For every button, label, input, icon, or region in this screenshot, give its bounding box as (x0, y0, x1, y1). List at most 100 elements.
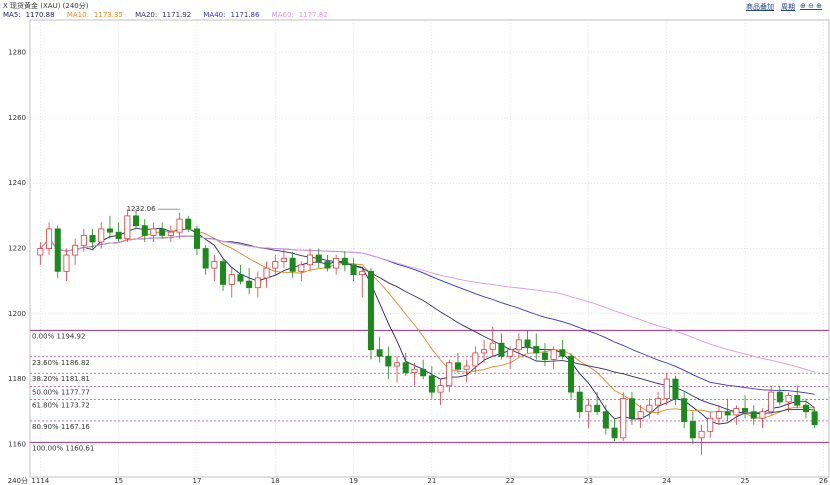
candle (367, 268, 374, 360)
candle-body (568, 355, 575, 393)
x-tick-label: 26 (819, 477, 828, 485)
ma-legend: MA5: 1170.88 MA10: 1173.35 MA20: 1171.92 MA… (3, 11, 338, 19)
close-marker[interactable]: X (3, 2, 8, 10)
candle-body (689, 421, 696, 439)
candle-body (611, 427, 618, 439)
fib-label: 23.60% 1186.82 (32, 359, 90, 367)
candle-body (220, 261, 227, 285)
candle (498, 333, 505, 360)
candle (533, 333, 540, 360)
candle (541, 343, 548, 367)
candles (37, 209, 818, 455)
candle-body (794, 394, 801, 406)
candle-body (498, 342, 505, 357)
overlay-button[interactable]: 商品叠加 (746, 3, 774, 11)
candle-body (411, 368, 418, 373)
x-tick-label: 24 (662, 477, 671, 485)
candle (420, 359, 427, 380)
candle (333, 255, 340, 275)
candle-body (394, 362, 401, 367)
candle (802, 398, 809, 419)
period-button[interactable]: 周期 (781, 3, 795, 11)
candle (202, 245, 209, 275)
fib-label: 0.00% 1194.92 (32, 332, 85, 340)
candle (193, 225, 200, 256)
candle (489, 326, 496, 357)
candle-body (333, 257, 340, 269)
candle (150, 222, 157, 242)
candle (733, 405, 740, 425)
x-tick-label: 17 (192, 477, 201, 485)
candle-body (437, 385, 444, 393)
candle (463, 359, 470, 383)
candle-body (750, 411, 757, 419)
x-tick-label: 25 (741, 477, 750, 485)
candle-body (576, 391, 583, 413)
x-tick-label: 15 (114, 477, 123, 485)
x-tick-label: 23 (584, 477, 593, 485)
moving-average-lines (40, 227, 815, 425)
candle (324, 255, 331, 272)
candle-body (106, 228, 113, 233)
candle-body (228, 274, 235, 285)
candle-body (463, 365, 470, 370)
candle-body (167, 231, 174, 236)
candle-body (72, 244, 79, 256)
candle-body (37, 248, 44, 256)
candle (80, 228, 87, 252)
candle (376, 336, 383, 363)
candle (54, 225, 61, 278)
axes: 1160 1180 1200 1220 1240 1260 1280 240分 1114 15 17… (8, 49, 829, 485)
annotation-label: 1232.06 (127, 205, 156, 213)
candle (663, 372, 670, 406)
candle (98, 222, 105, 249)
x-tick-label: 18 (271, 477, 280, 485)
candle (350, 258, 357, 282)
y-tick-label: 1200 (8, 310, 26, 318)
candle (289, 251, 296, 278)
candle (655, 392, 662, 415)
candle (437, 379, 444, 406)
candle-body (315, 254, 322, 262)
candle-body (672, 378, 679, 400)
candle (298, 261, 305, 282)
x-tick-label: 22 (506, 477, 515, 485)
ma60-label: MA60: 1177.82 (271, 11, 328, 19)
candle-body (524, 339, 531, 347)
y-tick-label: 1280 (8, 49, 26, 57)
candle (394, 356, 401, 383)
candle (46, 222, 53, 256)
candle-body (202, 248, 209, 269)
candle-body (472, 352, 479, 367)
x-tick-label: 21 (427, 477, 436, 485)
annotations: 1232.061156.80 (127, 205, 180, 213)
candle (515, 333, 522, 357)
candle-body (446, 362, 453, 387)
candle (742, 395, 749, 419)
candle (550, 346, 557, 370)
candle (585, 398, 592, 429)
candle-body (385, 355, 392, 367)
candle (776, 385, 783, 406)
ma10-line (40, 228, 815, 420)
candle (524, 330, 531, 353)
candle (385, 346, 392, 380)
candle-body (785, 394, 792, 403)
fib-label: 38.20% 1181.81 (32, 375, 90, 383)
x-tick-label: 240分 (8, 476, 28, 485)
candle (89, 228, 96, 249)
candle-body (428, 375, 435, 393)
candle-body (585, 404, 592, 413)
candle (672, 375, 679, 406)
y-tick-label: 1160 (8, 440, 26, 448)
candle-body (402, 362, 409, 373)
candle (454, 352, 461, 373)
candle (220, 258, 227, 291)
candle-body (254, 277, 261, 289)
candle (237, 264, 244, 285)
x-tick-label: 1114 (31, 477, 49, 485)
candle-body (237, 274, 244, 282)
candle (411, 362, 418, 386)
zoom-buttons[interactable]: ⊕ ⊖ ⊕ (800, 2, 823, 10)
